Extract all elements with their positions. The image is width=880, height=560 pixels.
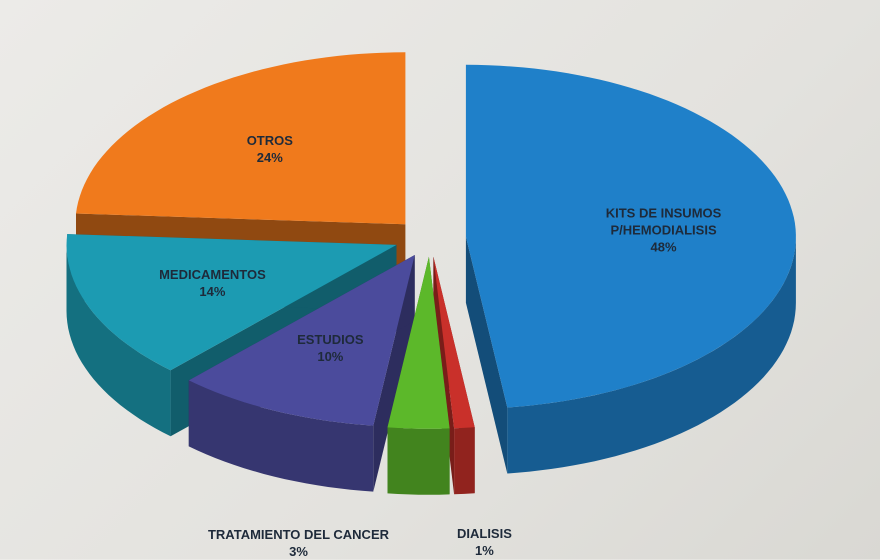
category-label: ESTUDIOS	[297, 332, 364, 348]
slice-top	[66, 234, 397, 371]
slice	[465, 64, 796, 474]
value-label: 10%	[317, 349, 344, 365]
slice-side	[387, 427, 450, 495]
slice-top	[465, 64, 796, 408]
slice-label: OTROS 24%	[185, 132, 355, 166]
slice	[188, 255, 415, 492]
category-label: KITS DE INSUMOS P/HEMODIALISIS	[605, 205, 722, 238]
slice	[433, 256, 475, 495]
slice-label: ESTUDIOS 10%	[245, 331, 415, 365]
value-label: 24%	[256, 150, 283, 166]
value-label: 3%	[289, 543, 308, 559]
category-label: OTROS	[246, 133, 293, 149]
category-label: MEDICAMENTOS	[159, 266, 266, 282]
value-label: 48%	[650, 239, 677, 255]
category-label: DIALISIS	[456, 525, 512, 541]
slice-label: TRATAMIENTO DEL CANCER 3%	[179, 526, 419, 560]
slice-top	[188, 255, 415, 426]
slice-label: MEDICAMENTOS 14%	[127, 266, 297, 300]
slice-side	[66, 244, 171, 437]
slice-top	[387, 256, 450, 429]
slice-side	[454, 427, 475, 495]
category-label: TRATAMIENTO DEL CANCER	[207, 526, 390, 542]
slice-top	[76, 52, 406, 225]
slice-side	[507, 236, 796, 474]
slice-label: KITS DE INSUMOS P/HEMODIALISIS 48%	[579, 205, 749, 256]
value-label: 1%	[475, 542, 494, 558]
value-label: 14%	[199, 283, 226, 299]
slice-side	[188, 380, 374, 492]
slice-wall	[465, 236, 508, 474]
slice	[387, 256, 450, 495]
slice-label: DIALISIS 1%	[364, 525, 604, 559]
slice-top	[433, 256, 475, 429]
